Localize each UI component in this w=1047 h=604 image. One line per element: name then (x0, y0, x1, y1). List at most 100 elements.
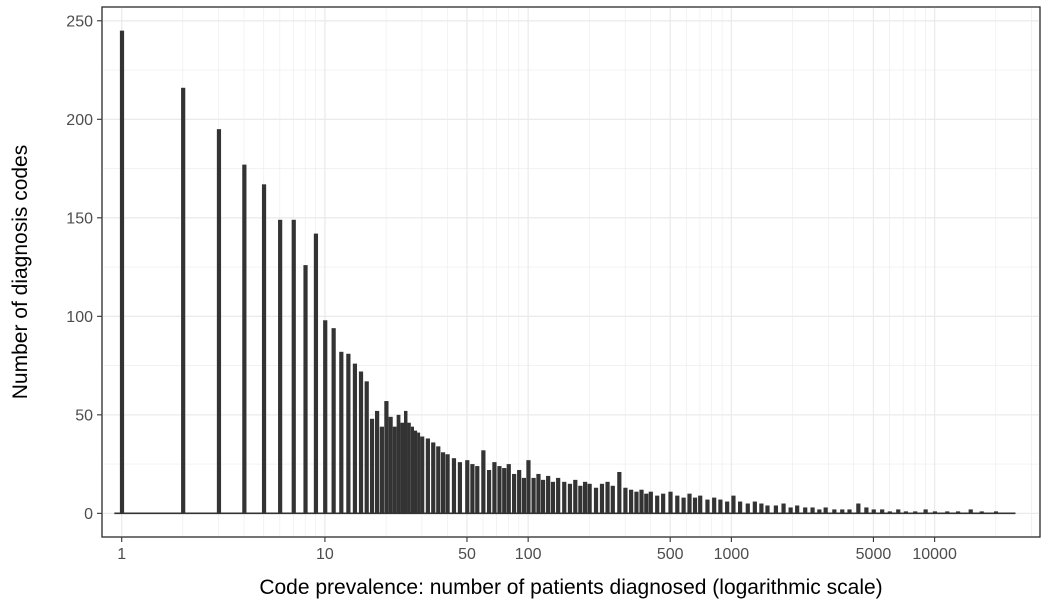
histogram-bar (339, 351, 344, 514)
histogram-bar (303, 265, 308, 514)
histogram-bar (531, 477, 536, 514)
histogram-bar (759, 503, 764, 514)
histogram-bar (773, 505, 778, 514)
histogram-bar (379, 426, 384, 514)
histogram-bar (400, 422, 405, 514)
histogram-bar (278, 219, 283, 514)
histogram-bar (817, 509, 822, 514)
x-tick-label: 500 (657, 546, 684, 563)
histogram-bar (431, 442, 436, 514)
histogram-bar (880, 509, 885, 514)
histogram-bar (945, 511, 950, 514)
histogram-bar (765, 505, 770, 514)
histogram-bar (451, 458, 457, 514)
histogram-bar (410, 426, 415, 514)
histogram-bar (955, 511, 961, 514)
histogram-bar (540, 479, 546, 514)
histogram-bar (216, 129, 222, 514)
histogram-bar (492, 462, 497, 514)
histogram-bar (417, 432, 421, 514)
histogram-bar (407, 422, 411, 514)
histogram-bar (470, 464, 475, 514)
histogram-bar (384, 401, 389, 514)
histogram-bar (655, 495, 660, 514)
histogram-bar (573, 479, 578, 514)
plot-panel (101, 6, 1041, 538)
histogram-bar (396, 414, 401, 514)
x-axis: 1 10 50 100 500 1000 5000 10000 (117, 537, 957, 563)
histogram-bar (440, 452, 446, 514)
histogram-bar (864, 507, 869, 514)
histogram-bar (388, 416, 393, 514)
histogram-bar (994, 511, 999, 514)
x-tick-label: 5000 (856, 546, 892, 563)
histogram-bar (617, 471, 622, 514)
histogram-bar (712, 497, 717, 514)
histogram-bar (871, 509, 876, 514)
histogram-bar (352, 363, 358, 514)
histogram-bar (486, 470, 492, 514)
histogram-bar (261, 184, 267, 514)
histogram-bar (605, 481, 610, 514)
histogram-bar (404, 410, 408, 514)
y-tick-label: 50 (75, 407, 93, 424)
histogram-bar (369, 418, 375, 514)
histogram-bar (738, 501, 743, 514)
histogram-bar (536, 473, 541, 514)
histogram-bar (803, 507, 808, 514)
histogram-bar (599, 483, 605, 514)
histogram-bar (291, 219, 296, 514)
histogram-bar (648, 491, 653, 514)
y-tick-label: 250 (66, 13, 93, 30)
histogram-bar (578, 485, 583, 514)
histogram-bar (392, 426, 397, 514)
histogram-bar (718, 499, 723, 514)
histogram-bar (481, 450, 486, 514)
histogram-bar (731, 495, 736, 514)
histogram-bar (550, 481, 556, 514)
histogram-bar (502, 468, 507, 514)
histogram-bar (896, 509, 901, 514)
histogram-bar (692, 497, 698, 514)
histogram-bar (788, 507, 793, 514)
y-tick-label: 100 (66, 309, 93, 326)
y-tick-label: 150 (66, 210, 93, 227)
x-axis-title: Code prevalence: number of patients diag… (259, 576, 882, 599)
histogram-bar (810, 507, 815, 514)
histogram-bar (457, 462, 463, 514)
histogram-bar (587, 483, 592, 514)
histogram-bar (567, 483, 573, 514)
histogram-bar (556, 477, 561, 514)
histogram-bar (313, 233, 319, 514)
histogram-bar (968, 509, 973, 514)
histogram-bar (546, 475, 551, 514)
histogram-bar (887, 511, 892, 514)
histogram-bar (475, 466, 480, 514)
y-tick-label: 0 (84, 506, 93, 523)
histogram-bar (903, 511, 909, 514)
y-tick-label: 200 (66, 112, 93, 129)
histogram-bar (436, 446, 441, 514)
histogram-bar (506, 464, 511, 514)
histogram-bar (668, 491, 673, 514)
histogram-bar (593, 487, 599, 514)
histogram-bar (497, 466, 502, 514)
histogram-bar (323, 320, 328, 514)
histogram-bar (358, 371, 364, 514)
histogram-bar (634, 491, 639, 514)
histogram-bar (512, 473, 517, 514)
histogram-bar (181, 87, 186, 514)
histogram-bar (644, 493, 649, 514)
histogram-bar (698, 495, 703, 514)
histogram-bar (661, 493, 666, 514)
histogram-bar (331, 328, 336, 514)
histogram-bar (795, 505, 800, 514)
histogram-bar (823, 507, 828, 514)
histogram-bar (856, 503, 861, 514)
histogram-bar (705, 499, 710, 514)
histogram-bar (675, 495, 680, 514)
histogram-bar (681, 497, 686, 514)
histogram-bar (610, 485, 615, 514)
histogram-bar (629, 489, 634, 514)
